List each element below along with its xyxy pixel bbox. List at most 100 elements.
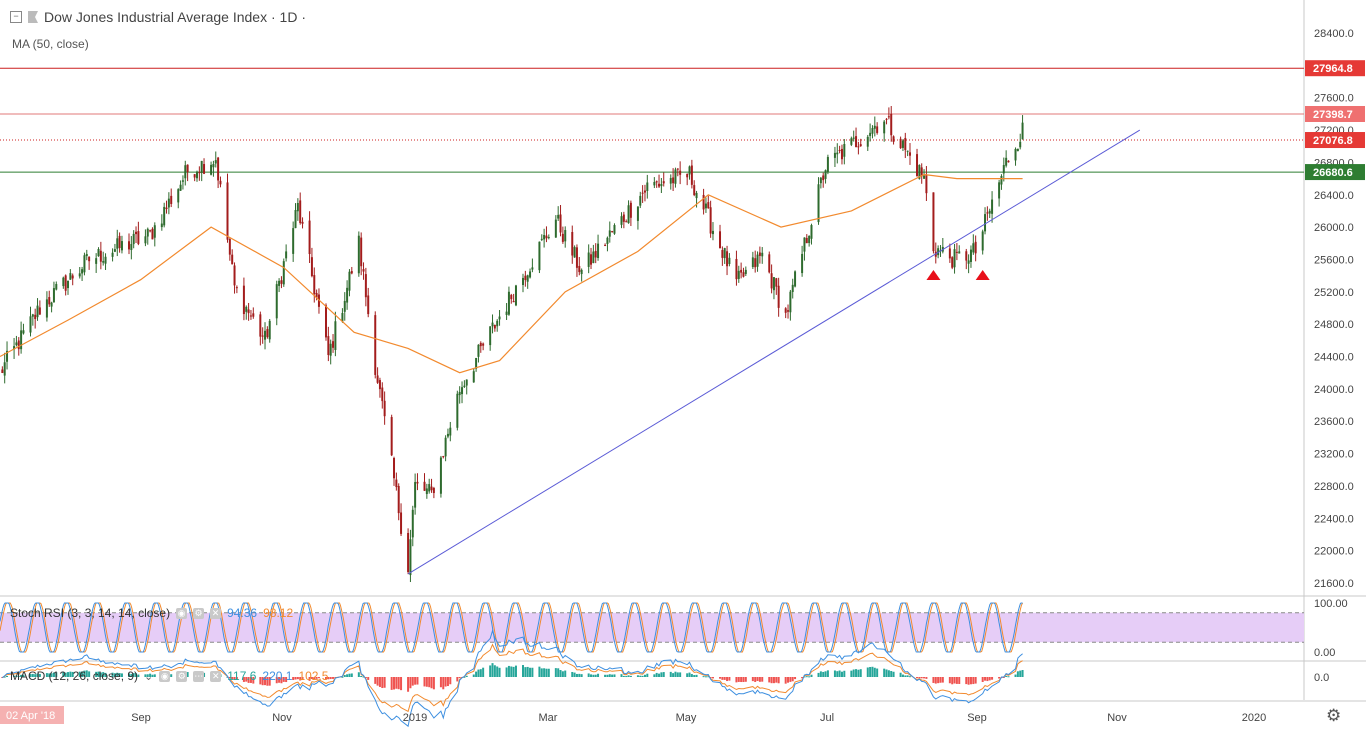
macd-hist-bar <box>826 670 829 677</box>
close-icon[interactable]: ✕ <box>210 670 222 682</box>
price-axis-label: 23200.0 <box>1314 449 1354 461</box>
macd-hist-bar <box>22 674 25 677</box>
candle-body <box>575 247 578 268</box>
candle-body <box>948 248 951 259</box>
macd-hist-bar <box>575 673 578 677</box>
macd-hist-bar <box>120 673 123 677</box>
settings-icon[interactable]: ⚙ <box>176 670 188 682</box>
candle-body <box>679 170 682 175</box>
more-icon[interactable]: ⋯ <box>193 670 205 682</box>
macd-hist-bar <box>636 675 639 677</box>
candle-body <box>578 265 581 273</box>
candle-body <box>383 400 386 417</box>
macd-hist-bar <box>231 677 234 679</box>
macd-hist-bar <box>740 677 743 683</box>
candle-body <box>721 249 724 258</box>
candle-body <box>883 121 886 134</box>
macd-hist-bar <box>679 672 682 677</box>
macd-hist-bar <box>151 674 154 677</box>
candle-body <box>81 269 84 274</box>
macd-hist-bar <box>547 668 550 677</box>
price-tag-label: 27398.7 <box>1313 109 1353 121</box>
price-axis-label: 21600.0 <box>1314 578 1354 590</box>
candle-body <box>442 456 445 458</box>
macd-hist-bar <box>808 676 811 678</box>
candle-body <box>876 126 879 133</box>
settings-icon[interactable]: ⚙ <box>193 607 205 619</box>
candle-body <box>132 233 135 245</box>
macd-hist-bar <box>805 676 808 678</box>
macd-hist-bar <box>111 672 114 677</box>
candle-body <box>102 261 105 263</box>
macd-hist-bar <box>390 677 393 690</box>
candle-body <box>261 335 264 337</box>
candle-body <box>407 532 410 572</box>
candle-body <box>611 231 614 233</box>
candle-body <box>761 252 764 257</box>
candle-body <box>341 312 344 322</box>
macd-legend: MACD (12, 26, close, 9) ⌄ ◉ ⚙ ⋯ ✕ 117.6 … <box>10 669 328 683</box>
candle-body <box>969 249 972 262</box>
candle-body <box>744 269 747 274</box>
macd-hist-bar <box>296 677 299 680</box>
candle-body <box>381 387 384 402</box>
candle-body <box>266 329 269 338</box>
candle-body <box>160 223 163 228</box>
macd-hist-bar <box>325 677 327 680</box>
candle-body <box>887 116 890 118</box>
macd-hist-bar <box>444 677 447 687</box>
time-axis-label: Nov <box>272 712 292 724</box>
candle-body <box>97 249 100 257</box>
candle-body <box>346 287 349 303</box>
gear-icon[interactable]: ⚙ <box>1326 706 1342 725</box>
eye-icon[interactable]: ◉ <box>159 670 171 682</box>
macd-hist-bar <box>561 671 564 677</box>
candle-body <box>735 258 738 280</box>
macd-hist-bar <box>810 674 813 677</box>
candle-body <box>71 275 74 279</box>
close-icon[interactable]: ✕ <box>210 607 222 619</box>
candle-body <box>38 307 41 315</box>
stoch-d-value: 98.12 <box>263 606 294 620</box>
macd-hist-bar <box>770 677 773 684</box>
macd-hist-bar <box>261 677 264 686</box>
chevron-down-icon[interactable]: ⌄ <box>144 670 154 683</box>
candle-body <box>510 294 513 300</box>
candle-body <box>892 136 895 142</box>
macd-hist-bar <box>643 674 646 677</box>
macd-hist-bar <box>350 673 353 677</box>
candle-body <box>292 228 295 254</box>
candle-body <box>52 288 55 303</box>
macd-hist-bar <box>662 672 665 677</box>
candle-body <box>850 138 853 145</box>
candle-body <box>625 221 628 223</box>
macd-hist-bar <box>604 674 607 677</box>
candle-body <box>449 427 452 436</box>
macd-hist-bar <box>526 666 529 677</box>
candle-body <box>904 137 907 151</box>
collapse-icon[interactable]: − <box>10 11 22 23</box>
macd-hist-bar <box>620 674 623 677</box>
macd-hist-bar <box>522 665 525 677</box>
macd-hist-bar <box>948 677 951 684</box>
candle-body <box>772 277 775 291</box>
macd-line <box>1 629 1023 728</box>
macd-hist-bar <box>559 670 562 677</box>
eye-icon[interactable]: ◉ <box>176 607 188 619</box>
macd-hist-bar <box>29 674 32 677</box>
candle-body <box>908 152 911 156</box>
candle-body <box>958 251 961 254</box>
candle-body <box>264 330 267 340</box>
macd-hist-bar <box>55 672 58 677</box>
candle-body <box>461 387 464 395</box>
price-axis-label: 22000.0 <box>1314 546 1354 558</box>
macd-hist-bar <box>554 668 557 677</box>
macd-axis-label: 0.0 <box>1314 672 1329 684</box>
candle-body <box>791 284 794 293</box>
macd-hist-bar <box>465 675 468 677</box>
macd-hist-bar <box>592 674 595 677</box>
candle-body <box>315 292 318 298</box>
macd-hist-bar <box>840 671 843 677</box>
